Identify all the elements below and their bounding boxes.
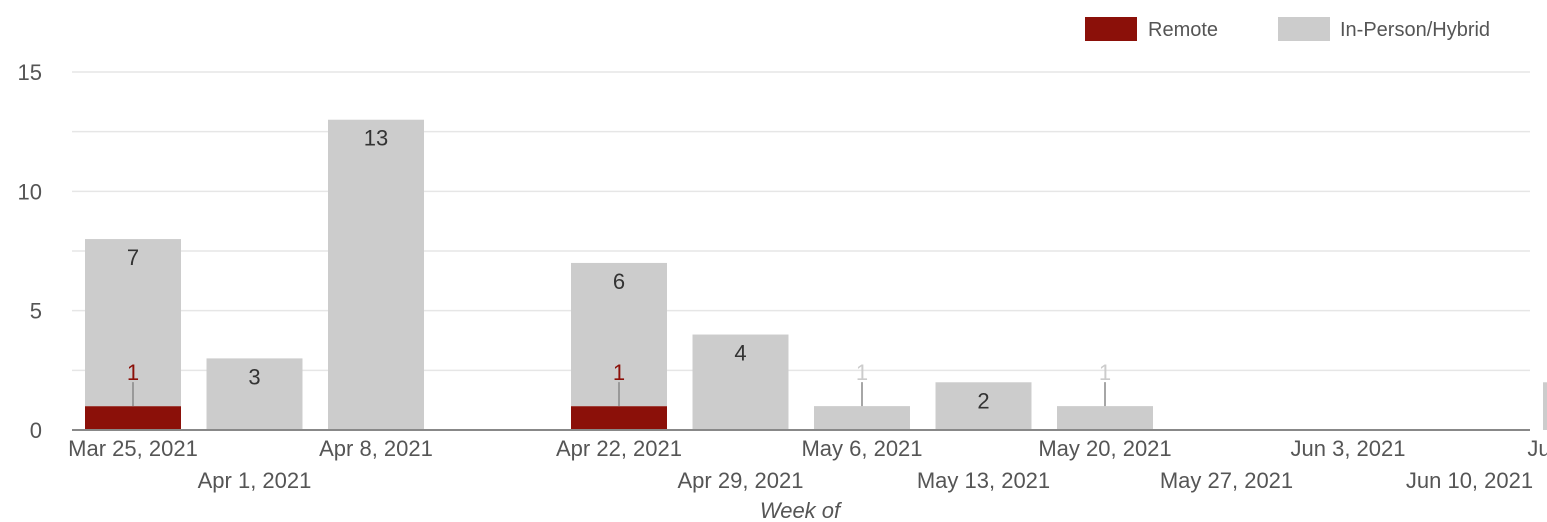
x-tick-label: Jun 17, 2021 [1527, 436, 1547, 461]
bar-in-person-hybrid [1057, 406, 1153, 430]
data-label-in-person-hybrid: 3 [248, 364, 260, 389]
legend: Remote In-Person/Hybrid [1085, 17, 1490, 41]
y-tick-label: 10 [18, 179, 42, 204]
x-tick-label: May 20, 2021 [1038, 436, 1171, 461]
x-tick-label: Mar 25, 2021 [68, 436, 198, 461]
data-label-in-person-hybrid: 4 [734, 341, 746, 366]
bar-in-person-hybrid [206, 358, 303, 430]
data-label-in-person-hybrid: 6 [613, 269, 625, 294]
legend-swatch-remote [1085, 17, 1137, 41]
x-tick-label: May 6, 2021 [801, 436, 922, 461]
legend-label-in-person-hybrid: In-Person/Hybrid [1340, 19, 1490, 41]
data-label-in-person-hybrid: 13 [364, 126, 388, 151]
bar-in-person-hybrid [85, 239, 181, 407]
legend-swatch-in-person-hybrid [1278, 17, 1330, 41]
x-tick-label: Jun 3, 2021 [1291, 436, 1406, 461]
data-labels: 173131641212 [127, 126, 1111, 414]
y-tick-label: 15 [18, 60, 42, 85]
data-label-in-person-hybrid: 7 [127, 245, 139, 270]
y-axis: 0 5 10 15 [18, 60, 42, 443]
data-label-remote: 1 [613, 360, 625, 385]
data-label-in-person-hybrid: 2 [977, 388, 989, 413]
x-tick-label: Apr 1, 2021 [198, 468, 312, 493]
bars [85, 119, 1547, 430]
bar-in-person-hybrid [328, 119, 424, 430]
x-tick-label: Apr 29, 2021 [678, 468, 804, 493]
gridlines [72, 71, 1530, 372]
bar-in-person-hybrid [935, 382, 1032, 430]
bar-in-person-hybrid [1543, 382, 1547, 430]
y-tick-label: 0 [30, 418, 42, 443]
x-tick-label: Jun 10, 2021 [1406, 468, 1533, 493]
x-tick-label: Apr 22, 2021 [556, 436, 682, 461]
bar-in-person-hybrid [814, 406, 910, 430]
bar-remote [85, 406, 181, 430]
legend-label-remote: Remote [1148, 19, 1218, 41]
data-label-in-person-hybrid: 1 [856, 360, 868, 385]
data-label-in-person-hybrid: 1 [1099, 360, 1111, 385]
x-tick-label: May 13, 2021 [917, 468, 1050, 493]
y-tick-label: 5 [30, 299, 42, 324]
data-label-remote: 1 [127, 360, 139, 385]
x-tick-label: Apr 8, 2021 [319, 436, 433, 461]
x-tick-label: May 27, 2021 [1160, 468, 1293, 493]
bar-in-person-hybrid [692, 334, 789, 430]
bar-remote [571, 406, 667, 430]
x-axis-title: Week of [760, 498, 843, 522]
